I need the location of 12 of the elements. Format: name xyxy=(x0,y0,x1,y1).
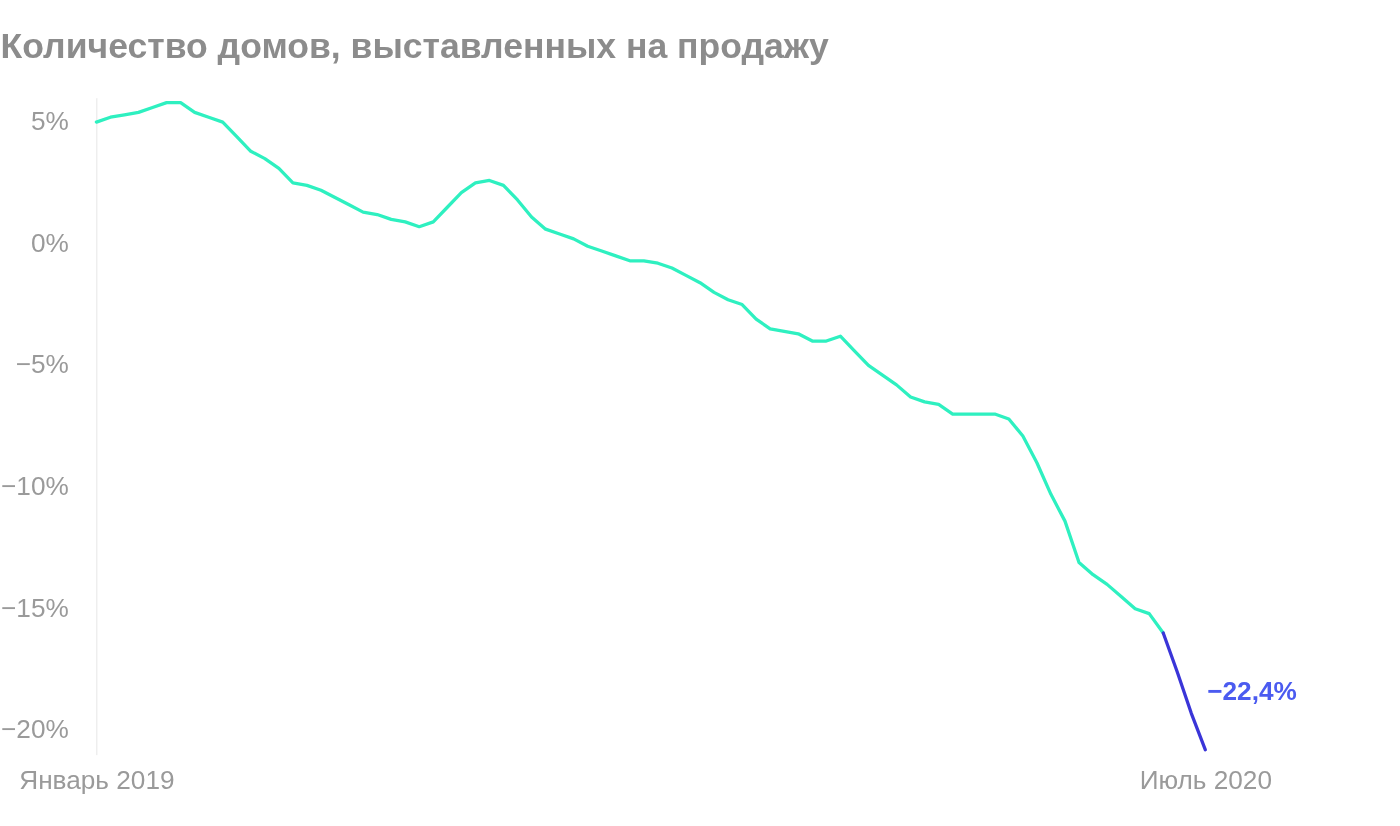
line-series xyxy=(94,100,1165,635)
line-series xyxy=(1161,631,1207,752)
y-tick-label: 5% xyxy=(30,106,69,137)
y-tick-label: −20% xyxy=(1,714,69,745)
y-tick-label: −15% xyxy=(1,592,69,623)
annotation: −22,4% xyxy=(1207,675,1297,706)
chart-title: Количество домов, выставленных на продажу xyxy=(0,26,830,67)
y-tick-label: 0% xyxy=(30,227,69,258)
x-tick-label: Июль 2020 xyxy=(1139,764,1272,795)
x-tick-label: Январь 2019 xyxy=(19,764,175,795)
y-tick-label: −5% xyxy=(15,349,69,380)
y-tick-label: −10% xyxy=(1,471,69,502)
